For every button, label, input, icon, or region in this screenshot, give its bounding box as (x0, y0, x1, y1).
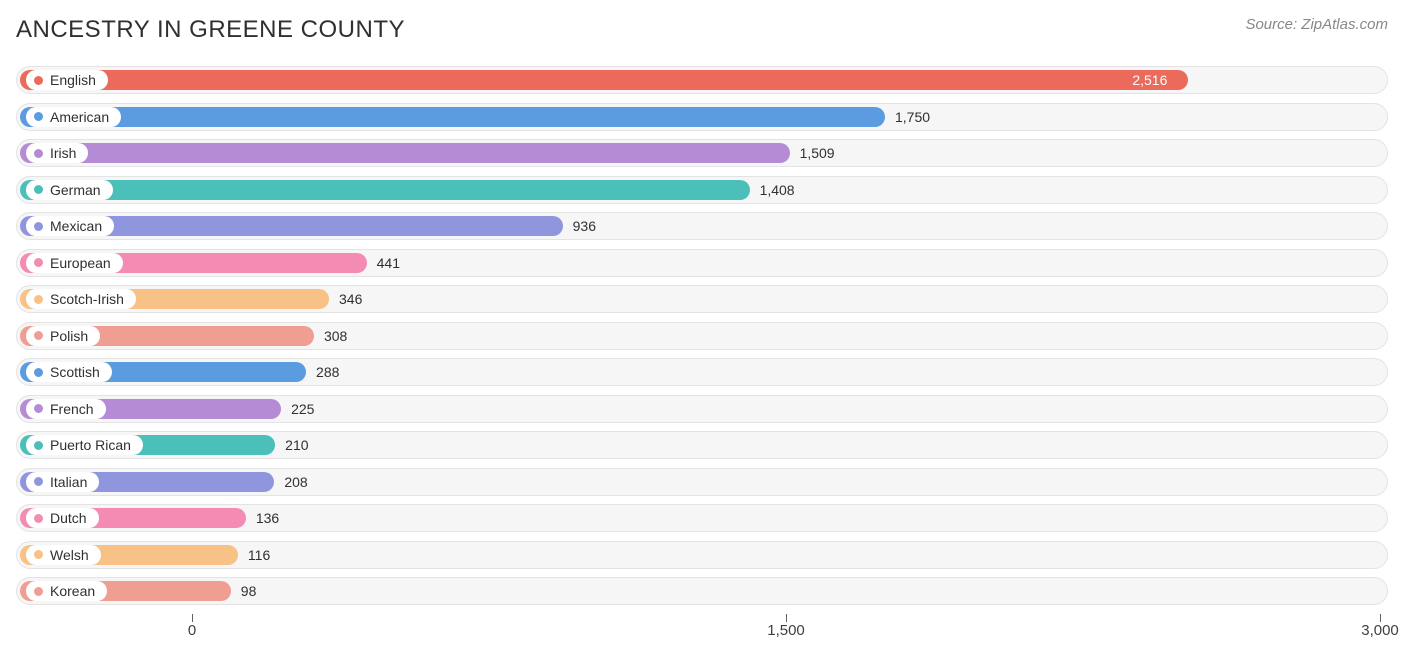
bar-fill (20, 107, 885, 127)
category-label: Italian (50, 474, 87, 490)
value-label: 1,750 (895, 103, 930, 131)
chart-header: ANCESTRY IN GREENE COUNTY Source: ZipAtl… (16, 16, 1396, 44)
bar-row: French 225 (16, 395, 1388, 425)
axis-tick (786, 614, 787, 622)
category-label: Korean (50, 583, 95, 599)
category-pill: Puerto Rican (26, 435, 143, 455)
ancestry-bar-chart: ANCESTRY IN GREENE COUNTY Source: ZipAtl… (0, 0, 1406, 652)
category-pill: German (26, 180, 113, 200)
legend-dot (34, 331, 43, 340)
bar-row: European 441 (16, 249, 1388, 279)
category-pill: Irish (26, 143, 88, 163)
bar-row: English 2,516 (16, 66, 1388, 96)
chart-title: ANCESTRY IN GREENE COUNTY (16, 16, 405, 44)
legend-dot (34, 404, 43, 413)
legend-dot (34, 295, 43, 304)
value-label: 936 (573, 212, 596, 240)
chart-source: Source: ZipAtlas.com (1245, 16, 1388, 33)
x-axis: 0 1,500 3,000 (16, 614, 1396, 642)
legend-dot (34, 514, 43, 523)
value-label: 346 (339, 285, 362, 313)
bar-fill (20, 70, 1188, 90)
category-pill: Scottish (26, 362, 112, 382)
bar-row: Irish 1,509 (16, 139, 1388, 169)
value-label: 210 (285, 431, 308, 459)
category-label: American (50, 109, 109, 125)
value-label: 136 (256, 504, 279, 532)
bar-row: Korean 98 (16, 577, 1388, 607)
plot-area: English 2,516 American 1,750 Irish 1,509 Germa… (16, 66, 1388, 607)
category-pill: English (26, 70, 108, 90)
value-label: 208 (284, 468, 307, 496)
bar-row: Polish 308 (16, 322, 1388, 352)
bar-row: Dutch 136 (16, 504, 1388, 534)
legend-dot (34, 258, 43, 267)
legend-dot (34, 477, 43, 486)
value-label: 225 (291, 395, 314, 423)
bar-row: Scotch-Irish 346 (16, 285, 1388, 315)
category-pill: Mexican (26, 216, 114, 236)
value-label: 441 (377, 249, 400, 277)
legend-dot (34, 587, 43, 596)
bar-row: Mexican 936 (16, 212, 1388, 242)
value-label: 1,408 (760, 176, 795, 204)
value-label: 288 (316, 358, 339, 386)
category-label: European (50, 255, 111, 271)
bar-row: American 1,750 (16, 103, 1388, 133)
legend-dot (34, 149, 43, 158)
axis-tick (192, 614, 193, 622)
bar-fill (20, 180, 750, 200)
category-label: Polish (50, 328, 88, 344)
bar-row: Puerto Rican 210 (16, 431, 1388, 461)
axis-tick-label: 1,500 (767, 622, 805, 639)
axis-tick (1380, 614, 1381, 622)
value-label: 116 (248, 541, 270, 569)
legend-dot (34, 222, 43, 231)
legend-dot (34, 76, 43, 85)
legend-dot (34, 185, 43, 194)
value-label: 2,516 (1132, 66, 1167, 94)
bar-row: Scottish 288 (16, 358, 1388, 388)
category-pill: Korean (26, 581, 107, 601)
category-label: French (50, 401, 94, 417)
bar-fill (20, 143, 790, 163)
category-label: Dutch (50, 510, 87, 526)
legend-dot (34, 112, 43, 121)
bar-row: Italian 208 (16, 468, 1388, 498)
legend-dot (34, 368, 43, 377)
category-pill: Italian (26, 472, 99, 492)
bar-row: German 1,408 (16, 176, 1388, 206)
axis-tick-label: 0 (188, 622, 196, 639)
category-label: Scotch-Irish (50, 291, 124, 307)
legend-dot (34, 550, 43, 559)
category-pill: Scotch-Irish (26, 289, 136, 309)
category-label: German (50, 182, 101, 198)
category-pill: European (26, 253, 123, 273)
category-pill: Polish (26, 326, 100, 346)
value-label: 308 (324, 322, 347, 350)
axis-tick-label: 3,000 (1361, 622, 1399, 639)
category-label: Mexican (50, 218, 102, 234)
category-label: Puerto Rican (50, 437, 131, 453)
category-label: English (50, 72, 96, 88)
bar-row: Welsh 116 (16, 541, 1388, 571)
category-pill: American (26, 107, 121, 127)
category-label: Irish (50, 145, 76, 161)
category-label: Scottish (50, 364, 100, 380)
value-label: 98 (241, 577, 257, 605)
category-pill: Dutch (26, 508, 99, 528)
category-pill: Welsh (26, 545, 101, 565)
category-label: Welsh (50, 547, 89, 563)
legend-dot (34, 441, 43, 450)
value-label: 1,509 (800, 139, 835, 167)
category-pill: French (26, 399, 106, 419)
